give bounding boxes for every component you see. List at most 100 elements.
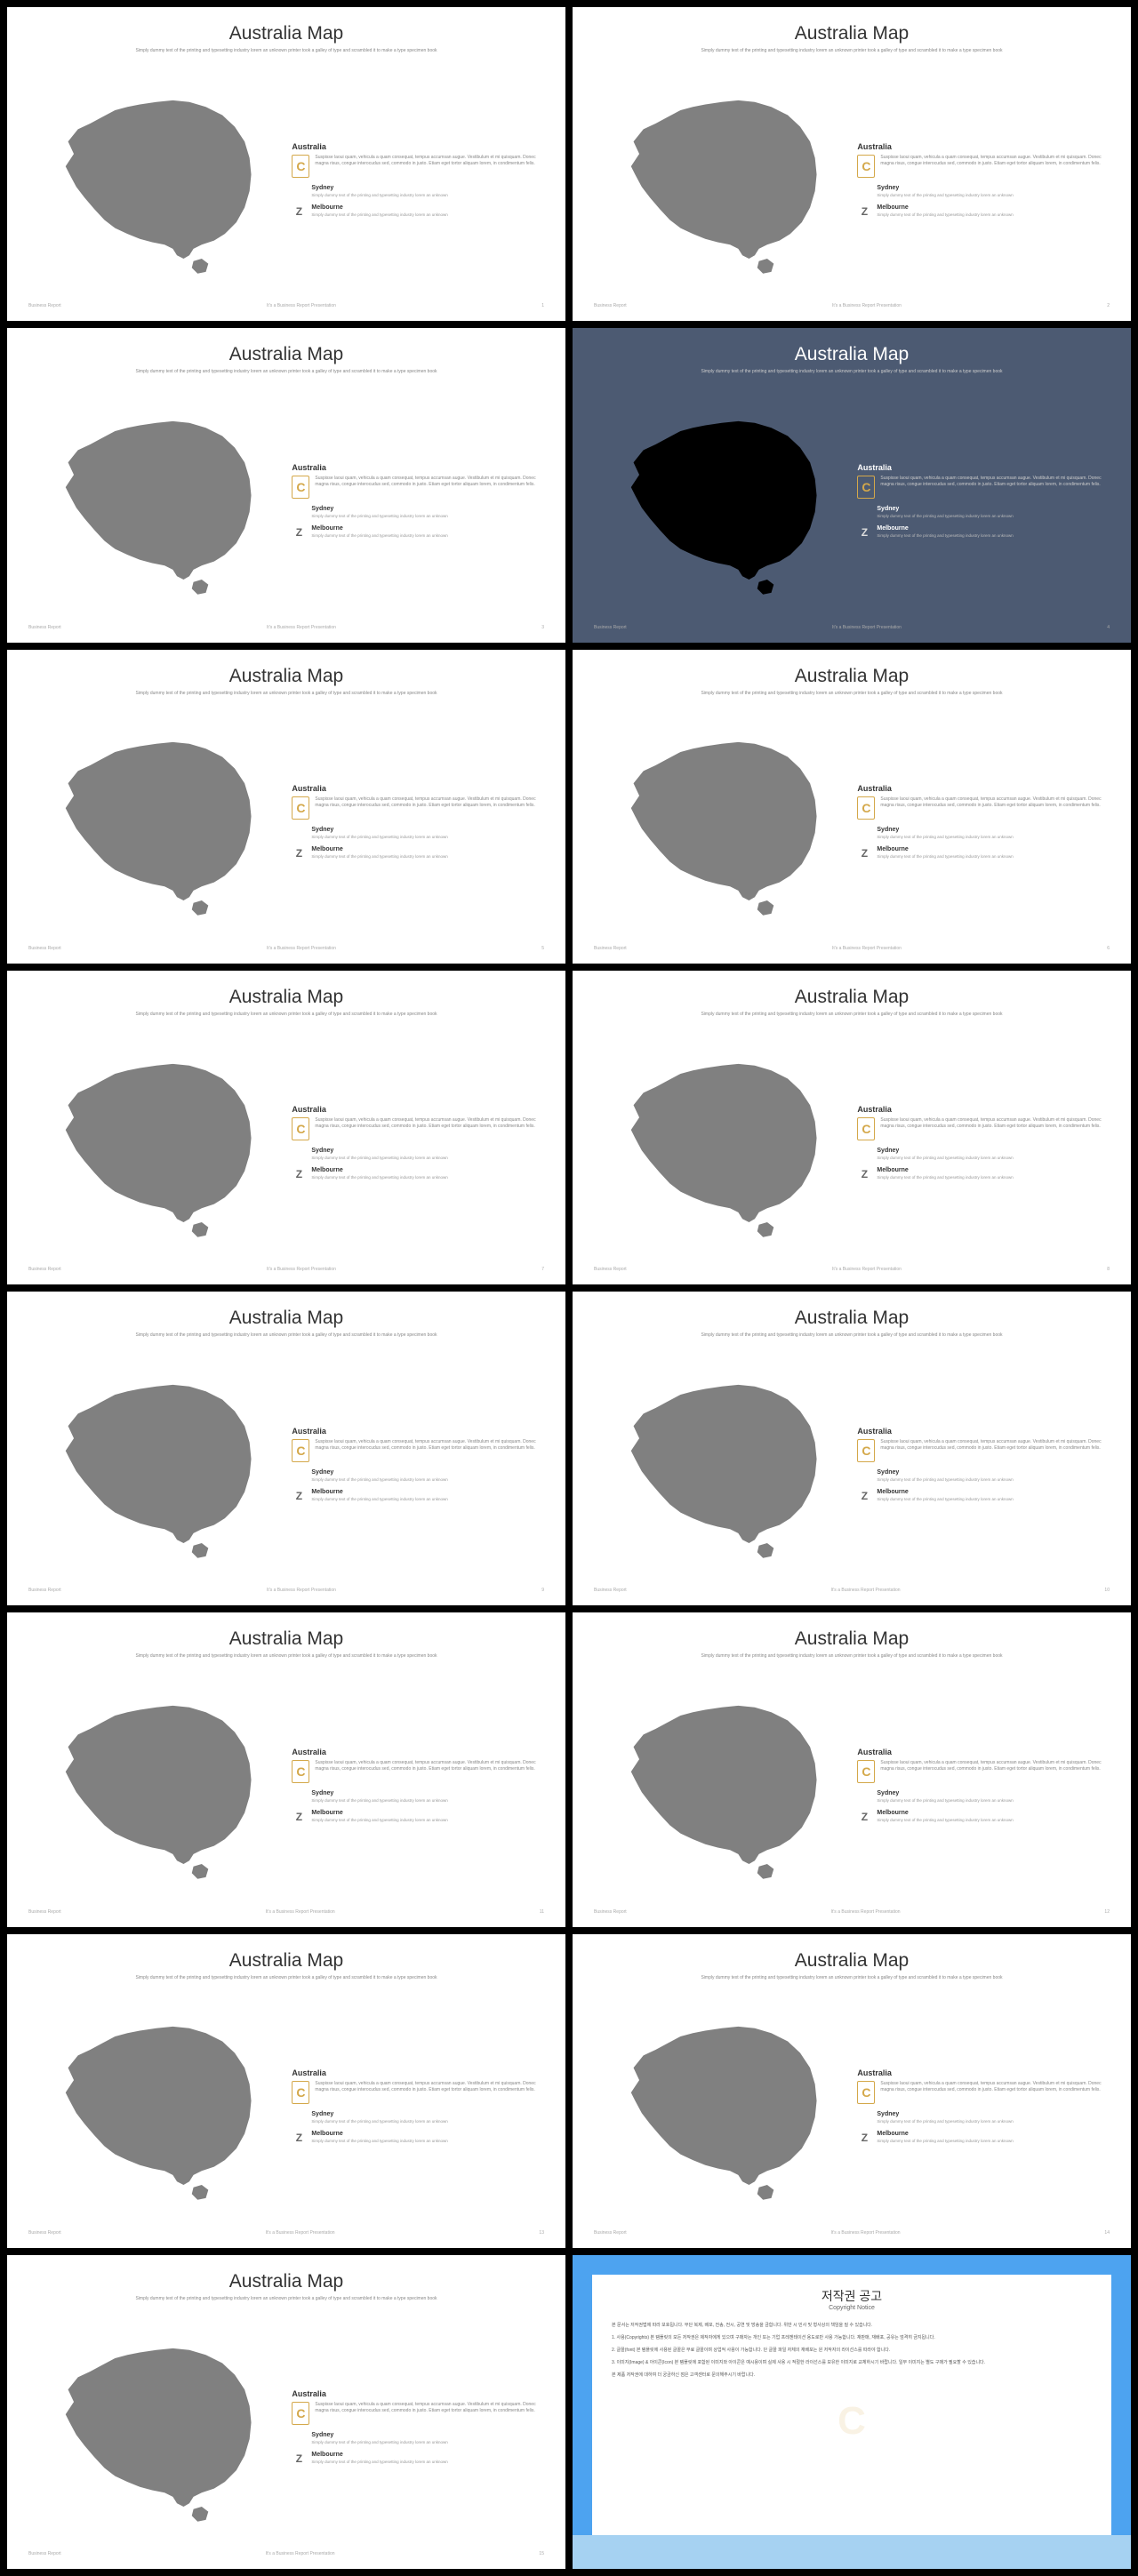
map-slide: Australia Map Simply dummy text of the p… — [573, 7, 1131, 321]
slide-content: Australia C Suspisse laoui quam, vehicul… — [28, 1026, 544, 1267]
slide-content: Australia C Suspisse laoui quam, vehicul… — [28, 383, 544, 624]
city-body: Melbourne Simply dummy text of the print… — [877, 204, 1110, 218]
city-body: Sydney Simply dummy text of the printing… — [877, 1148, 1110, 1161]
slide-title: Australia Map — [28, 987, 544, 1008]
city-row: Z Melbourne Simply dummy text of the pri… — [292, 846, 544, 860]
city-name: Sydney — [311, 827, 544, 833]
slide-title: Australia Map — [28, 344, 544, 365]
slide-title: Australia Map — [28, 2271, 544, 2292]
info-panel: Australia C Suspisse laoui quam, vehicul… — [857, 2068, 1110, 2150]
city-row: Sydney Simply dummy text of the printing… — [857, 827, 1110, 841]
info-panel: Australia C Suspisse laoui quam, vehicul… — [857, 1427, 1110, 1508]
city-name: Melbourne — [877, 846, 1110, 852]
info-title: Australia — [292, 142, 544, 151]
city-icon: Z — [292, 1167, 306, 1181]
slide-subtitle: Simply dummy text of the printing and ty… — [594, 48, 1110, 53]
footer-page: 13 — [539, 2230, 544, 2236]
city-row: Sydney Simply dummy text of the printing… — [292, 185, 544, 199]
city-desc: Simply dummy text of the printing and ty… — [877, 514, 1110, 519]
badge-row: C Suspisse laoui quam, vehicula a quam c… — [857, 1117, 1110, 1140]
australia-map-icon — [594, 1681, 841, 1895]
info-panel: Australia C Suspisse laoui quam, vehicul… — [857, 1105, 1110, 1187]
slide-footer: Business Report It's a Business Report P… — [28, 1909, 544, 1915]
city-body: Sydney Simply dummy text of the printing… — [311, 185, 544, 198]
info-title: Australia — [857, 1105, 1110, 1114]
city-desc: Simply dummy text of the printing and ty… — [311, 1156, 544, 1161]
badge-text: Suspisse laoui quam, vehicula a quam con… — [880, 476, 1110, 499]
australia-map-icon — [28, 1039, 276, 1253]
slide-content: Australia C Suspisse laoui quam, vehicul… — [28, 2310, 544, 2551]
city-body: Melbourne Simply dummy text of the print… — [311, 1810, 544, 1823]
slide-subtitle: Simply dummy text of the printing and ty… — [28, 48, 544, 53]
footer-center: It's a Business Report Presentation — [831, 1909, 901, 1915]
city-icon: Z — [857, 1489, 871, 1503]
map-slide: Australia Map Simply dummy text of the p… — [7, 1292, 565, 1605]
city-desc: Simply dummy text of the printing and ty… — [877, 1798, 1110, 1804]
slide-content: Australia C Suspisse laoui quam, vehicul… — [594, 1668, 1110, 1908]
slide-title: Australia Map — [594, 666, 1110, 687]
city-row: Sydney Simply dummy text of the printing… — [857, 1469, 1110, 1484]
info-panel: Australia C Suspisse laoui quam, vehicul… — [292, 1427, 544, 1508]
slide-content: Australia C Suspisse laoui quam, vehicul… — [28, 1347, 544, 1588]
info-title: Australia — [857, 2068, 1110, 2077]
city-name: Sydney — [311, 2111, 544, 2117]
australia-map-icon — [28, 2324, 276, 2538]
slide-footer: Business Report It's a Business Report P… — [594, 1267, 1110, 1272]
city-body: Melbourne Simply dummy text of the print… — [877, 846, 1110, 860]
slide-title: Australia Map — [594, 1308, 1110, 1329]
slide-subtitle: Simply dummy text of the printing and ty… — [28, 691, 544, 696]
city-row: Sydney Simply dummy text of the printing… — [857, 185, 1110, 199]
city-row: Z Melbourne Simply dummy text of the pri… — [292, 1810, 544, 1824]
city-name: Sydney — [311, 1148, 544, 1154]
australia-map-icon — [594, 1360, 841, 1574]
info-panel: Australia C Suspisse laoui quam, vehicul… — [292, 1105, 544, 1187]
city-icon — [292, 827, 306, 841]
slide-subtitle: Simply dummy text of the printing and ty… — [28, 1653, 544, 1659]
city-desc: Simply dummy text of the printing and ty… — [311, 854, 544, 860]
slide-title: Australia Map — [28, 666, 544, 687]
badge-text: Suspisse laoui quam, vehicula a quam con… — [880, 1439, 1110, 1462]
city-desc: Simply dummy text of the printing and ty… — [877, 1477, 1110, 1483]
badge-text: Suspisse laoui quam, vehicula a quam con… — [315, 1439, 544, 1462]
info-panel: Australia C Suspisse laoui quam, vehicul… — [292, 463, 544, 545]
copyright-paragraph: 2. 글꼴(font) 본 템플릿에 사용된 글꼴은 무료 글꼴이며 상업적 사… — [612, 2347, 1092, 2354]
slide-subtitle: Simply dummy text of the printing and ty… — [594, 369, 1110, 374]
city-row: Z Melbourne Simply dummy text of the pri… — [857, 204, 1110, 219]
city-desc: Simply dummy text of the printing and ty… — [311, 2440, 544, 2445]
footer-page: 10 — [1104, 1588, 1110, 1593]
city-icon: Z — [292, 204, 306, 219]
badge-row: C Suspisse laoui quam, vehicula a quam c… — [292, 1439, 544, 1462]
city-icon — [857, 506, 871, 520]
city-row: Sydney Simply dummy text of the printing… — [292, 1790, 544, 1804]
city-icon — [292, 185, 306, 199]
footer-page: 3 — [541, 625, 544, 630]
award-badge-icon: C — [857, 1760, 875, 1783]
city-name: Sydney — [877, 506, 1110, 512]
slide-content: Australia C Suspisse laoui quam, vehicul… — [594, 1989, 1110, 2230]
map-container — [594, 396, 841, 611]
slide-title: Australia Map — [594, 987, 1110, 1008]
info-title: Australia — [857, 1427, 1110, 1436]
badge-text: Suspisse laoui quam, vehicula a quam con… — [880, 796, 1110, 820]
city-body: Melbourne Simply dummy text of the print… — [311, 846, 544, 860]
city-desc: Simply dummy text of the printing and ty… — [311, 1477, 544, 1483]
award-badge-icon: C — [857, 155, 875, 178]
city-icon — [292, 1790, 306, 1804]
city-row: Sydney Simply dummy text of the printing… — [292, 2111, 544, 2125]
footer-center: It's a Business Report Presentation — [267, 1267, 336, 1272]
badge-row: C Suspisse laoui quam, vehicula a quam c… — [292, 2081, 544, 2104]
city-desc: Simply dummy text of the printing and ty… — [877, 2139, 1110, 2144]
city-icon — [857, 1790, 871, 1804]
map-container — [28, 76, 276, 290]
city-name: Melbourne — [311, 2131, 544, 2137]
city-row: Z Melbourne Simply dummy text of the pri… — [857, 1489, 1110, 1503]
footer-left: Business Report — [594, 1909, 627, 1915]
copyright-body: 본 문서는 저작권법에 따라 보호됩니다. 무단 복제, 배포, 전송, 전시,… — [612, 2322, 1092, 2379]
city-body: Sydney Simply dummy text of the printing… — [311, 827, 544, 840]
badge-text: Suspisse laoui quam, vehicula a quam con… — [315, 476, 544, 499]
slide-subtitle: Simply dummy text of the printing and ty… — [28, 1332, 544, 1338]
copyright-paragraph: 본 문서는 저작권법에 따라 보호됩니다. 무단 복제, 배포, 전송, 전시,… — [612, 2322, 1092, 2329]
footer-center: It's a Business Report Presentation — [266, 2230, 335, 2236]
city-name: Sydney — [311, 1469, 544, 1476]
footer-left: Business Report — [28, 2551, 61, 2556]
